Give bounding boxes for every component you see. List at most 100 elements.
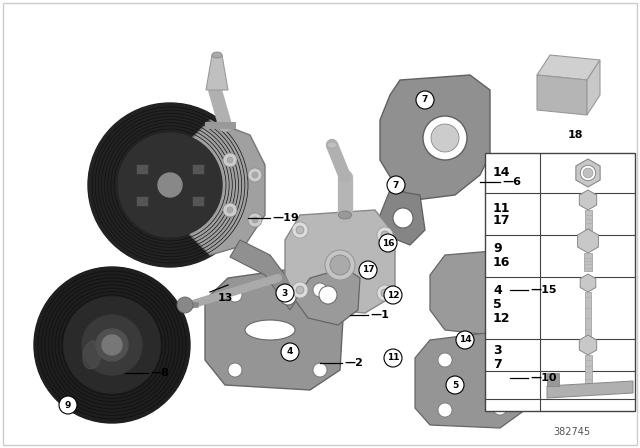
Circle shape	[223, 203, 237, 217]
Circle shape	[359, 261, 377, 279]
Circle shape	[276, 284, 294, 302]
FancyBboxPatch shape	[584, 253, 592, 271]
Circle shape	[438, 403, 452, 417]
Text: 14: 14	[493, 167, 511, 180]
Circle shape	[177, 297, 193, 313]
Circle shape	[456, 331, 474, 349]
Text: 11: 11	[387, 353, 399, 362]
Circle shape	[64, 297, 160, 393]
Text: 9: 9	[65, 401, 71, 409]
Text: 16: 16	[381, 238, 394, 247]
Text: —6: —6	[502, 177, 521, 187]
Polygon shape	[295, 268, 360, 325]
Circle shape	[296, 286, 304, 294]
Circle shape	[493, 401, 507, 415]
Polygon shape	[205, 265, 345, 390]
Circle shape	[416, 91, 434, 109]
FancyBboxPatch shape	[192, 164, 204, 174]
Text: 382745: 382745	[554, 427, 591, 437]
Polygon shape	[547, 373, 559, 386]
Circle shape	[384, 349, 402, 367]
FancyBboxPatch shape	[192, 196, 204, 206]
Text: 5: 5	[452, 380, 458, 389]
Circle shape	[102, 335, 122, 355]
Circle shape	[88, 103, 252, 267]
Circle shape	[296, 226, 304, 234]
Circle shape	[384, 286, 402, 304]
Text: 14: 14	[459, 336, 471, 345]
Polygon shape	[579, 335, 596, 355]
Circle shape	[228, 288, 242, 302]
Text: 4: 4	[287, 348, 293, 357]
Text: 7: 7	[393, 181, 399, 190]
Circle shape	[431, 124, 459, 152]
Text: 18: 18	[567, 130, 583, 140]
Circle shape	[377, 285, 393, 301]
Polygon shape	[579, 190, 596, 210]
Circle shape	[223, 153, 237, 167]
Circle shape	[96, 329, 128, 361]
Ellipse shape	[212, 52, 222, 58]
Circle shape	[381, 231, 389, 239]
Circle shape	[248, 168, 262, 182]
Polygon shape	[380, 190, 425, 245]
FancyBboxPatch shape	[585, 292, 591, 340]
Text: —15: —15	[530, 285, 557, 295]
FancyBboxPatch shape	[485, 153, 635, 411]
Circle shape	[330, 255, 350, 275]
Circle shape	[446, 376, 464, 394]
Circle shape	[377, 227, 393, 243]
Circle shape	[59, 396, 77, 414]
Circle shape	[381, 289, 389, 297]
Text: 7: 7	[422, 95, 428, 104]
Polygon shape	[578, 229, 598, 253]
Circle shape	[313, 283, 327, 297]
Ellipse shape	[245, 320, 295, 340]
Polygon shape	[576, 159, 600, 187]
Circle shape	[423, 116, 467, 160]
Circle shape	[438, 353, 452, 367]
Text: 3: 3	[282, 289, 288, 297]
Text: —8: —8	[150, 368, 169, 378]
Circle shape	[252, 172, 258, 178]
Circle shape	[580, 165, 596, 181]
Text: —19: —19	[272, 213, 299, 223]
Text: 11: 11	[493, 202, 511, 215]
Circle shape	[248, 213, 262, 227]
Text: 3: 3	[493, 345, 502, 358]
Circle shape	[118, 133, 222, 237]
Polygon shape	[587, 60, 600, 115]
Text: 13: 13	[218, 293, 233, 303]
Circle shape	[583, 168, 593, 178]
Circle shape	[158, 173, 182, 197]
Polygon shape	[537, 75, 587, 115]
Polygon shape	[430, 250, 515, 335]
Polygon shape	[285, 210, 395, 313]
Text: —2: —2	[344, 358, 363, 368]
Circle shape	[319, 286, 337, 304]
Text: 16: 16	[493, 255, 510, 268]
FancyBboxPatch shape	[136, 196, 148, 206]
Circle shape	[379, 234, 397, 252]
Polygon shape	[415, 330, 525, 428]
Circle shape	[34, 267, 190, 423]
Text: 12: 12	[387, 290, 399, 300]
Circle shape	[313, 363, 327, 377]
Text: —10: —10	[530, 373, 557, 383]
Polygon shape	[230, 240, 300, 310]
Circle shape	[292, 282, 308, 298]
Circle shape	[227, 207, 233, 213]
Polygon shape	[537, 55, 600, 80]
Text: 5: 5	[493, 298, 502, 311]
Text: —1: —1	[370, 310, 389, 320]
Ellipse shape	[83, 341, 101, 369]
Circle shape	[387, 176, 405, 194]
Text: 17: 17	[493, 215, 511, 228]
Polygon shape	[190, 120, 265, 255]
Circle shape	[82, 315, 142, 375]
Circle shape	[227, 157, 233, 163]
Text: 4: 4	[493, 284, 502, 297]
Circle shape	[493, 348, 507, 362]
Circle shape	[280, 289, 296, 305]
Polygon shape	[206, 55, 228, 90]
